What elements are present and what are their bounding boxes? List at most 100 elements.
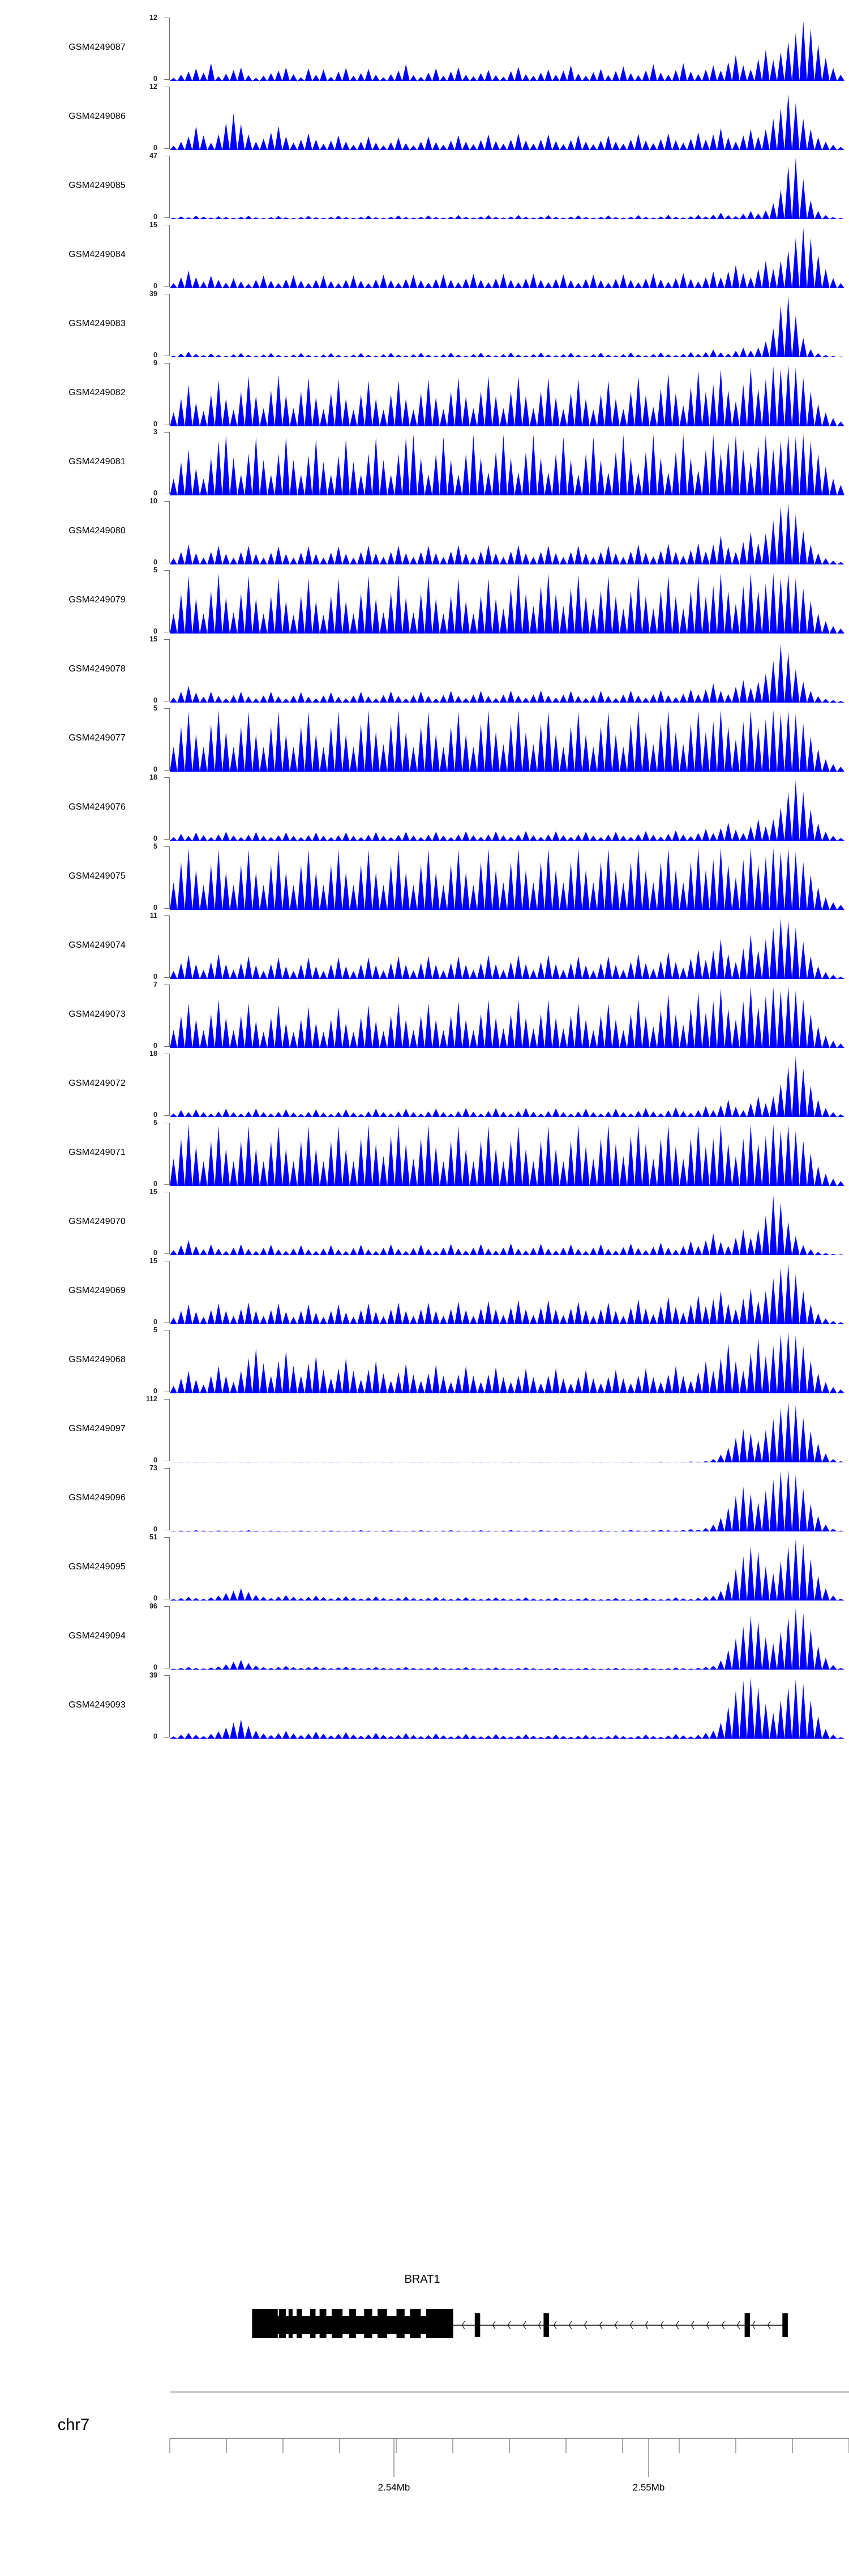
coverage-track[interactable]: GSM4249086 12 0	[0, 83, 849, 152]
coverage-track[interactable]: GSM4249068 5 0	[0, 1326, 849, 1396]
axis-line	[169, 156, 170, 218]
coverage-plot-area[interactable]	[170, 915, 844, 979]
coverage-plot-area[interactable]	[170, 639, 844, 703]
axis-tick-bottom	[164, 1736, 170, 1738]
track-y-axis: 18 0	[149, 1050, 170, 1118]
coverage-track[interactable]: GSM4249083 39 0	[0, 290, 849, 360]
coverage-area	[170, 986, 844, 1048]
strand-arrow-icon	[645, 2321, 649, 2330]
coverage-plot-area[interactable]	[170, 1330, 844, 1393]
coverage-track[interactable]: GSM4249096 73 0	[0, 1465, 849, 1534]
coverage-plot-area[interactable]	[170, 1537, 844, 1601]
coverage-area	[170, 1332, 844, 1393]
coverage-track[interactable]: GSM4249078 15 0	[0, 636, 849, 705]
coverage-plot-area[interactable]	[170, 363, 844, 426]
coverage-plot-area[interactable]	[170, 1399, 844, 1462]
coverage-track[interactable]: GSM4249071 5 0	[0, 1119, 849, 1188]
coverage-plot-area[interactable]	[170, 846, 844, 910]
track-y-axis: 47 0	[149, 152, 170, 220]
coverage-plot-area[interactable]	[170, 87, 844, 150]
axis-tick-top	[164, 1399, 170, 1400]
coverage-track[interactable]: GSM4249073 7 0	[0, 981, 849, 1050]
axis-tick-label: 2.54Mb	[378, 2482, 410, 2493]
coverage-track[interactable]: GSM4249094 96 0	[0, 1603, 849, 1672]
coverage-track[interactable]: GSM4249082 9 0	[0, 360, 849, 429]
coverage-plot-area[interactable]	[170, 156, 844, 219]
coverage-area	[170, 918, 844, 979]
coverage-plot-area[interactable]	[170, 225, 844, 288]
coverage-track[interactable]: GSM4249081 3 0	[0, 429, 849, 498]
coverage-plot-area[interactable]	[170, 501, 844, 564]
strand-arrow-icon	[675, 2321, 679, 2330]
axis-max-label: 12	[149, 83, 157, 91]
coverage-plot-area[interactable]	[170, 1054, 844, 1117]
coverage-track[interactable]: GSM4249072 18 0	[0, 1050, 849, 1119]
axis-tick-label: 2.55Mb	[633, 2482, 665, 2493]
track-sample-label: GSM4249074	[68, 940, 126, 950]
coverage-plot-area[interactable]	[170, 1675, 844, 1739]
track-sample-label: GSM4249083	[68, 319, 126, 328]
coverage-track[interactable]: GSM4249095 51 0	[0, 1534, 849, 1603]
coverage-track[interactable]: GSM4249077 5 0	[0, 705, 849, 774]
coverage-plot-area[interactable]	[170, 1606, 844, 1670]
coverage-track[interactable]: GSM4249093 39 0	[0, 1672, 849, 1741]
coverage-track[interactable]: GSM4249076 18 0	[0, 774, 849, 843]
strand-arrow-icon	[660, 2321, 664, 2330]
genome-axis-svg[interactable]: 2.54Mb 2.55Mb	[149, 2386, 849, 2528]
axis-line	[169, 708, 170, 771]
gene-model-track: BRAT1	[0, 2262, 849, 2338]
coverage-track[interactable]: GSM4249080 10 0	[0, 498, 849, 567]
strand-arrow-icon	[538, 2321, 542, 2330]
coverage-plot-area[interactable]	[170, 985, 844, 1048]
coverage-plot-area[interactable]	[170, 294, 844, 357]
axis-tick-top	[164, 570, 170, 571]
axis-min-label: 0	[153, 904, 157, 912]
coverage-plot-area[interactable]	[170, 1192, 844, 1255]
track-sample-label: GSM4249075	[68, 871, 126, 881]
axis-max-label: 96	[149, 1602, 157, 1610]
coverage-track[interactable]: GSM4249085 47 0	[0, 152, 849, 221]
coverage-plot-area[interactable]	[170, 1261, 844, 1324]
coverage-area	[170, 1469, 844, 1531]
coverage-track[interactable]: GSM4249070 15 0	[0, 1188, 849, 1257]
gene-exon[interactable]	[744, 2313, 751, 2337]
track-sample-label: GSM4249077	[68, 733, 126, 743]
coverage-plot-area[interactable]	[170, 1123, 844, 1186]
coverage-track[interactable]: GSM4249079 5 0	[0, 567, 849, 636]
coverage-track[interactable]: GSM4249084 15 0	[0, 221, 849, 290]
coverage-plot-area[interactable]	[170, 18, 844, 81]
axis-tick-top	[164, 915, 170, 917]
gene-exon[interactable]	[474, 2313, 481, 2337]
coverage-plot-area[interactable]	[170, 708, 844, 772]
axis-tick-bottom	[164, 908, 170, 909]
coverage-area	[170, 1608, 844, 1670]
strand-arrow-icon	[522, 2321, 526, 2330]
coverage-plot-area[interactable]	[170, 432, 844, 495]
gene-model-svg[interactable]	[170, 2262, 844, 2338]
track-y-axis: 15 0	[149, 1257, 170, 1325]
track-y-axis: 15 0	[149, 1188, 170, 1256]
axis-min-label: 0	[153, 1387, 157, 1395]
gene-exon[interactable]	[782, 2313, 788, 2337]
axis-line	[169, 1123, 170, 1185]
coverage-area	[170, 1056, 844, 1117]
coverage-area	[170, 1402, 844, 1462]
coverage-area	[170, 848, 844, 910]
gene-exon[interactable]	[543, 2313, 549, 2337]
track-sample-label: GSM4249081	[68, 457, 126, 467]
coverage-plot-area[interactable]	[170, 570, 844, 634]
coverage-track[interactable]: GSM4249075 5 0	[0, 843, 849, 912]
coverage-plot-area[interactable]	[170, 777, 844, 841]
coverage-plot-area[interactable]	[170, 1468, 844, 1531]
track-sample-label: GSM4249095	[68, 1562, 126, 1572]
coverage-track[interactable]: GSM4249074 11 0	[0, 912, 849, 981]
coverage-track[interactable]: GSM4249097 112 0	[0, 1396, 849, 1465]
axis-line	[169, 777, 170, 840]
axis-line	[169, 294, 170, 356]
coverage-track[interactable]: GSM4249069 15 0	[0, 1257, 849, 1326]
coverage-track[interactable]: GSM4249087 12 0	[0, 14, 849, 83]
track-sample-label: GSM4249094	[68, 1631, 126, 1641]
